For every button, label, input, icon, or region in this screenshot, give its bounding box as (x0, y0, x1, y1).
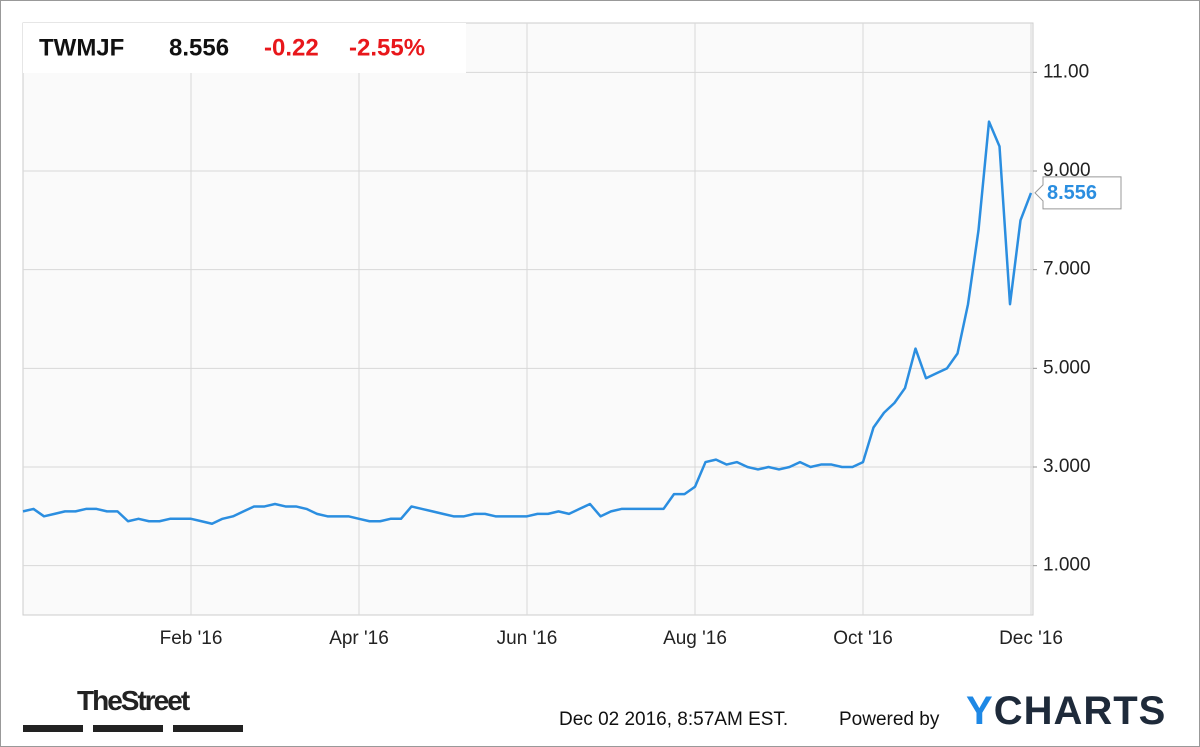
x-tick-label: Dec '16 (999, 628, 1063, 649)
logo-bar (93, 725, 163, 732)
change-pct: -2.55% (349, 34, 425, 61)
brand-logo: YCHARTS (966, 689, 1167, 733)
change: -0.22 (264, 34, 319, 61)
price-line (22, 120, 1033, 525)
timestamp: Dec 02 2016, 8:57AM EST. (559, 709, 789, 730)
symbol: TWMJF (39, 34, 124, 61)
header-box (23, 23, 466, 73)
y-tick-label: 5.000 (1043, 357, 1091, 378)
x-tick-label: Aug '16 (663, 628, 727, 649)
y-tick-label: 7.000 (1043, 259, 1091, 280)
logo-bar (173, 725, 243, 732)
x-tick-label: Feb '16 (160, 628, 223, 649)
plot-area (22, 22, 1034, 616)
y-tick-label: 3.000 (1043, 456, 1091, 477)
chart: TWMJF 8.556 -0.22 -2.55% 1.000 3.000 5.000… (22, 22, 1122, 649)
x-tick-label: Apr '16 (329, 628, 389, 649)
x-tick-label: Jun '16 (497, 628, 558, 649)
last-value-badge (1034, 176, 1122, 210)
x-tick-label: Oct '16 (833, 628, 893, 649)
price: 8.556 (169, 34, 229, 61)
source-logo: TheStreet (77, 685, 190, 716)
y-tick-label: 9.000 (1043, 160, 1091, 181)
logo-bar (23, 725, 83, 732)
last-value-label: 8.556 (1047, 182, 1097, 204)
y-tick-label: 1.000 (1043, 555, 1091, 576)
powered-by: Powered by (839, 709, 940, 730)
y-tick-label: 11.00 (1043, 61, 1089, 82)
